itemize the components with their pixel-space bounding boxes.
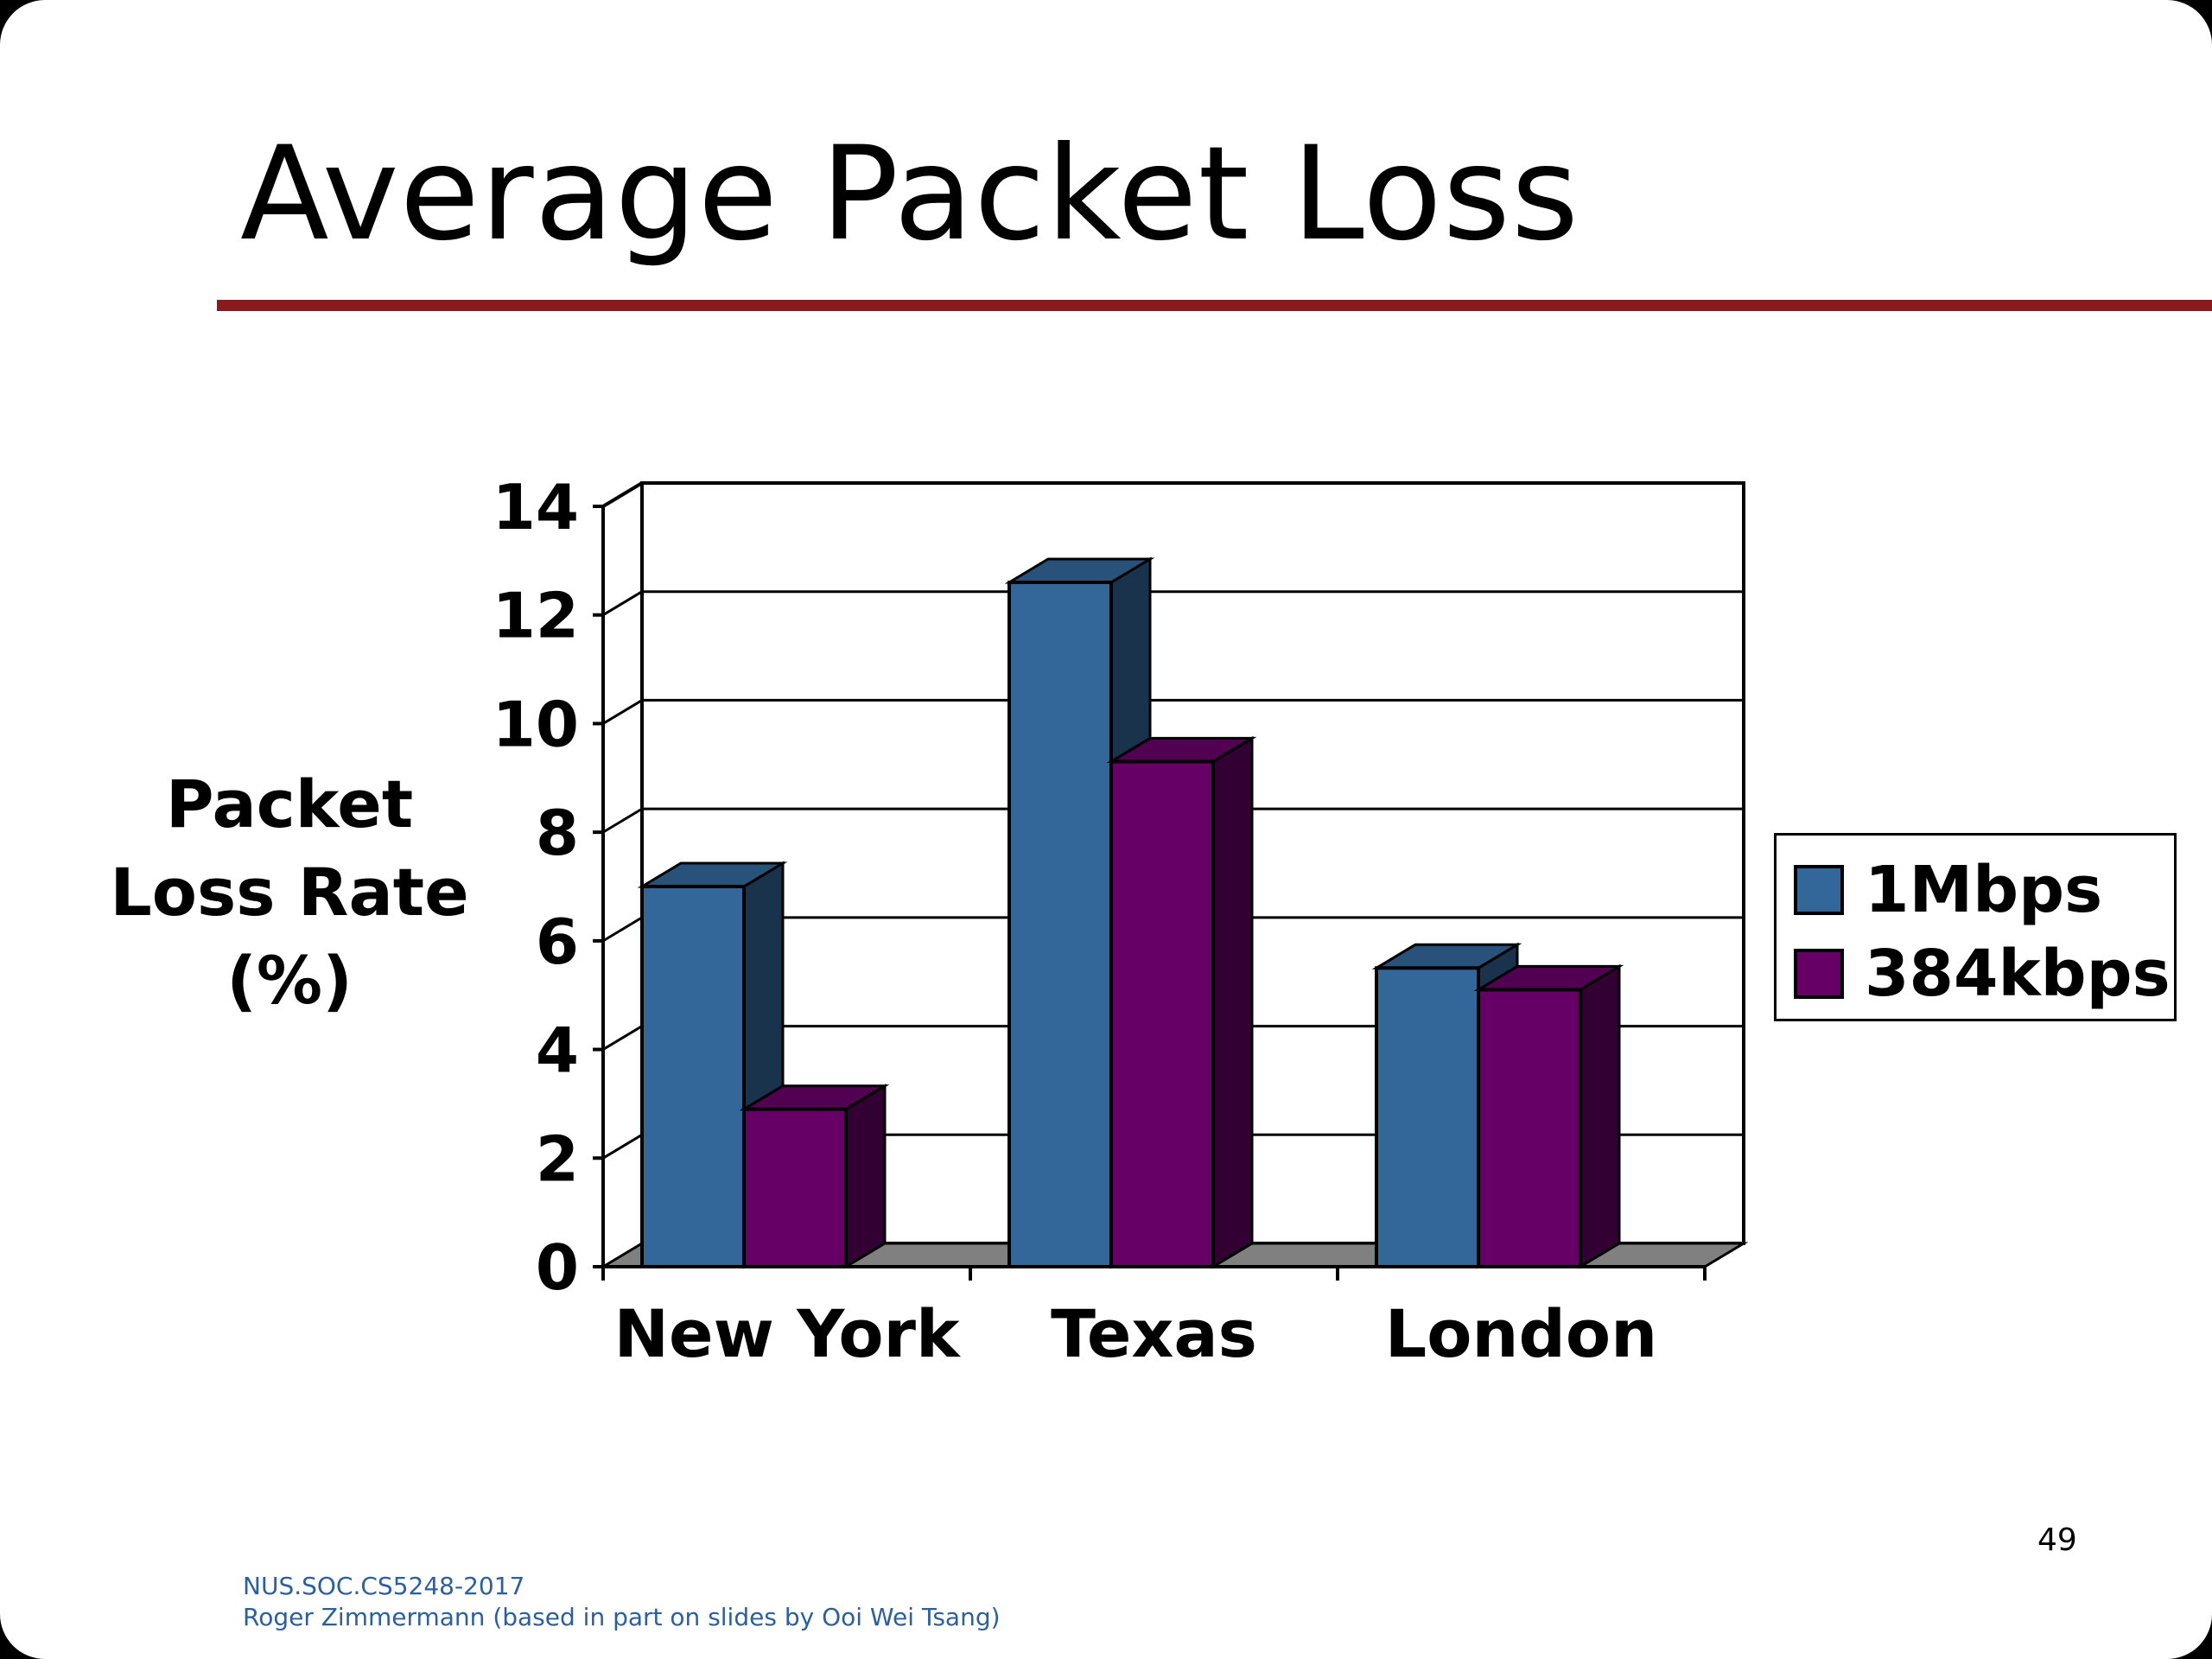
y-axis-label-line: Packet bbox=[165, 766, 414, 842]
y-tick-label: 4 bbox=[536, 1014, 579, 1087]
slide-footer: NUS.SOC.CS5248-2017 Roger Zimmermann (ba… bbox=[243, 1571, 1001, 1633]
y-axis-label-line: Loss Rate bbox=[110, 854, 469, 931]
legend-item-1mbps: 1Mbps bbox=[1794, 851, 2102, 929]
footer-course: NUS.SOC.CS5248-2017 bbox=[243, 1572, 525, 1600]
gridline-side bbox=[602, 1025, 643, 1051]
bar-front bbox=[742, 1107, 848, 1268]
y-tick-label: 10 bbox=[493, 688, 579, 760]
chart-legend: 1Mbps 384kbps bbox=[1774, 833, 2177, 1021]
legend-label: 384kbps bbox=[1865, 937, 2171, 1011]
y-tick-label: 6 bbox=[536, 906, 579, 978]
bar-384kbps-New York bbox=[739, 1084, 890, 1269]
legend-label: 1Mbps bbox=[1865, 853, 2103, 927]
bar-front bbox=[1007, 581, 1113, 1268]
gridline-side bbox=[602, 590, 643, 617]
legend-item-384kbps: 384kbps bbox=[1794, 935, 2171, 1013]
page-number: 49 bbox=[2037, 1522, 2077, 1558]
bar-side bbox=[844, 1084, 887, 1269]
gridline-side bbox=[602, 807, 643, 834]
title-underline bbox=[217, 300, 2212, 311]
y-tick-label: 0 bbox=[536, 1231, 579, 1304]
slide-title: Average Packet Loss bbox=[240, 119, 1580, 270]
gridline-side bbox=[602, 1133, 643, 1160]
y-axis-label: Packet Loss Rate (%) bbox=[86, 760, 493, 1025]
bar-front bbox=[1375, 966, 1480, 1269]
gridline-side bbox=[602, 916, 643, 943]
y-axis-label-line: (%) bbox=[226, 942, 353, 1019]
y-tick-label: 14 bbox=[493, 471, 579, 543]
bar-side bbox=[1211, 735, 1254, 1269]
bar-side bbox=[1579, 963, 1621, 1269]
x-tick-label: Texas bbox=[1051, 1295, 1257, 1372]
footer-credit: Roger Zimmermann (based in part on slide… bbox=[243, 1603, 1001, 1631]
bar-front bbox=[1109, 760, 1215, 1268]
x-tick-label: New York bbox=[613, 1295, 961, 1372]
gridline-side bbox=[602, 699, 643, 725]
bar-384kbps-Texas bbox=[1106, 735, 1257, 1269]
y-tick-label: 8 bbox=[536, 797, 579, 869]
bar-front bbox=[640, 885, 746, 1268]
gridline-side bbox=[602, 481, 643, 508]
bar-384kbps-London bbox=[1473, 963, 1624, 1269]
legend-swatch-384kbps bbox=[1794, 949, 1844, 999]
legend-swatch-1mbps bbox=[1794, 865, 1844, 915]
x-tick-label: London bbox=[1385, 1295, 1657, 1372]
bar-front bbox=[1477, 988, 1582, 1269]
y-tick-label: 2 bbox=[536, 1122, 579, 1195]
y-tick-label: 12 bbox=[493, 580, 579, 652]
